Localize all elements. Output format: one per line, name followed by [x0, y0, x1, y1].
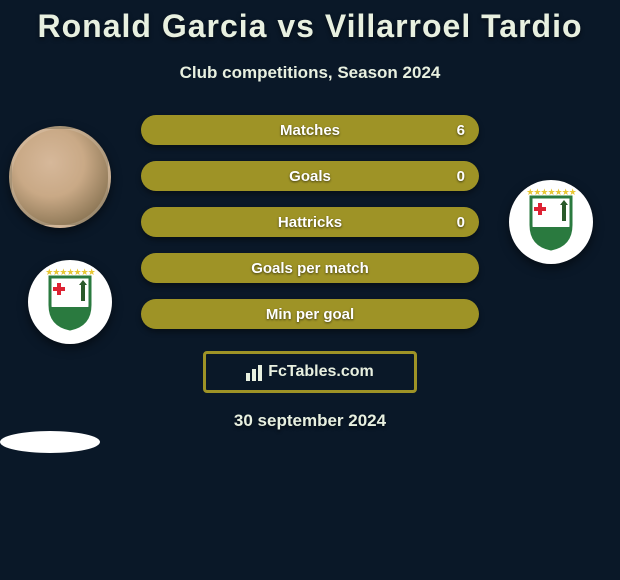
- stat-value-right: 0: [457, 207, 465, 237]
- stat-label: Hattricks: [278, 214, 342, 231]
- star-row: ★★★★★★★: [45, 267, 94, 278]
- club-left-badge: ★★★★★★★: [28, 260, 112, 344]
- stat-min-per-goal: Min per goal: [141, 299, 479, 329]
- stat-value-right: 6: [457, 115, 465, 145]
- star-row: ★★★★★★★: [526, 187, 575, 198]
- stat-goals: Goals 0: [141, 161, 479, 191]
- stat-label: Goals per match: [251, 260, 369, 277]
- shield-icon: ★★★★★★★: [45, 273, 95, 331]
- branding-box: FcTables.com: [203, 351, 417, 393]
- stat-matches: Matches 6: [141, 115, 479, 145]
- player-right-avatar: [0, 431, 100, 453]
- stat-value-right: 0: [457, 161, 465, 191]
- subtitle: Club competitions, Season 2024: [0, 63, 620, 83]
- club-right-badge: ★★★★★★★: [509, 180, 593, 264]
- stat-label: Matches: [280, 122, 340, 139]
- chart-icon: [246, 363, 262, 381]
- player-left-avatar: [9, 126, 111, 228]
- stat-hattricks: Hattricks 0: [141, 207, 479, 237]
- stat-label: Min per goal: [266, 306, 354, 323]
- stat-goals-per-match: Goals per match: [141, 253, 479, 283]
- branding-text: FcTables.com: [268, 363, 374, 381]
- date-text: 30 september 2024: [0, 411, 620, 431]
- stat-label: Goals: [289, 168, 331, 185]
- stats-container: Matches 6 Goals 0 Hattricks 0 Goals per …: [141, 115, 479, 329]
- page-title: Ronald Garcia vs Villarroel Tardio: [0, 0, 620, 45]
- shield-icon: ★★★★★★★: [526, 193, 576, 251]
